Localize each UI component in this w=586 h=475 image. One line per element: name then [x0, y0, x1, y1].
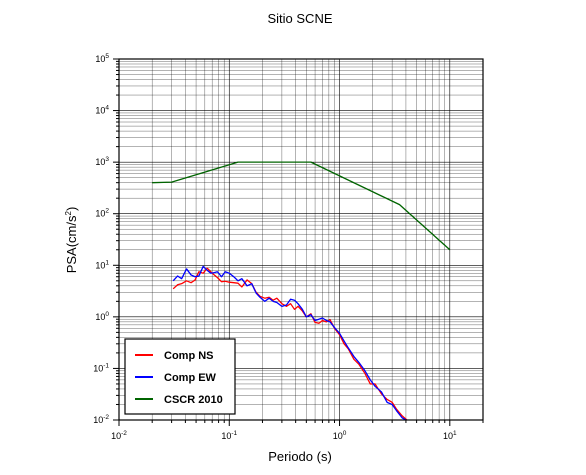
x-tick-label: 10-1 — [221, 430, 237, 441]
y-tick-label: 101 — [95, 259, 109, 270]
y-tick-label-base: 10 — [95, 157, 105, 167]
legend: Comp NS Comp EW CSCR 2010 — [124, 338, 236, 415]
x-tick-label-exp: -1 — [231, 430, 237, 437]
x-tick-label-base: 10 — [443, 431, 453, 441]
series-line-cscr-2010 — [152, 161, 451, 251]
series-line-comp-ew — [172, 265, 408, 420]
y-tick-label-exp: -1 — [103, 362, 109, 369]
legend-label-cscr-2010: CSCR 2010 — [164, 394, 223, 406]
plot-series — [152, 161, 451, 420]
y-tick-label: 10-1 — [93, 362, 109, 373]
x-tick-label-exp: 0 — [343, 430, 347, 437]
plot-frame — [118, 58, 484, 421]
y-tick-label-exp: 4 — [105, 105, 109, 112]
x-tick-label-exp: -2 — [121, 430, 127, 437]
y-tick-label-exp: 0 — [105, 311, 109, 318]
y-axis-title-sup: 2 — [64, 211, 73, 216]
y-tick-label-exp: 5 — [105, 53, 109, 60]
y-tick-label-exp: 1 — [105, 259, 109, 266]
y-tick-label-base: 10 — [95, 106, 105, 116]
x-tick-label-base: 10 — [221, 431, 231, 441]
y-tick-label: 105 — [95, 53, 109, 64]
chart-title: Sitio SCNE — [267, 11, 332, 26]
y-axis-title: PSA(cm/s2) — [64, 207, 79, 274]
y-tick-label: 104 — [95, 105, 109, 116]
y-tick-label-base: 10 — [95, 260, 105, 270]
x-tick-label: 101 — [443, 430, 457, 441]
y-tick-label-exp: 3 — [105, 156, 109, 163]
y-tick-label-exp: -2 — [103, 414, 109, 421]
y-axis-title-close: ) — [64, 207, 79, 211]
x-tick-labels: 10-2 10-1 100 101 — [111, 430, 457, 441]
x-tick-label: 100 — [333, 430, 347, 441]
legend-label-comp-ns: Comp NS — [164, 350, 214, 362]
x-tick-label-exp: 1 — [453, 430, 457, 437]
x-tick-label-base: 10 — [333, 431, 343, 441]
y-tick-label: 102 — [95, 208, 109, 219]
x-axis-title: Periodo (s) — [268, 449, 332, 464]
y-tick-label-base: 10 — [93, 415, 103, 425]
x-tick-label: 10-2 — [111, 430, 127, 441]
y-tick-label-base: 10 — [93, 363, 103, 373]
y-tick-label: 103 — [95, 156, 109, 167]
y-tick-label-base: 10 — [95, 312, 105, 322]
y-tick-label: 10-2 — [93, 414, 109, 425]
legend-label-comp-ew: Comp EW — [164, 372, 217, 384]
y-tick-label-base: 10 — [95, 209, 105, 219]
y-tick-label-base: 10 — [95, 54, 105, 64]
y-tick-label: 100 — [95, 311, 109, 322]
x-tick-label-base: 10 — [111, 431, 121, 441]
y-axis-title-base: PSA(cm/s — [64, 215, 79, 273]
y-tick-label-exp: 2 — [105, 208, 109, 215]
